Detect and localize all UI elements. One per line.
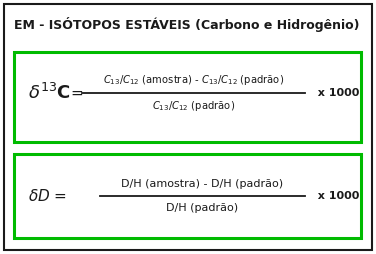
Text: $\delta D$ =: $\delta D$ =: [28, 188, 67, 204]
Text: =: =: [70, 86, 83, 101]
Text: D/H (amostra) - D/H (padrão): D/H (amostra) - D/H (padrão): [121, 179, 284, 189]
Text: $C_{13}/C_{12}$ (padrão): $C_{13}/C_{12}$ (padrão): [152, 99, 235, 113]
Text: EM - ISÓTOPOS ESTÁVEIS (Carbono e Hidrogênio): EM - ISÓTOPOS ESTÁVEIS (Carbono e Hidrog…: [14, 17, 359, 31]
Text: $\delta^{13}\mathbf{C}$: $\delta^{13}\mathbf{C}$: [28, 83, 71, 103]
Bar: [14, 154, 361, 238]
Text: x 1000: x 1000: [310, 191, 359, 201]
Text: D/H (padrão): D/H (padrão): [167, 203, 238, 213]
Text: x 1000: x 1000: [310, 88, 359, 98]
Bar: [14, 52, 361, 142]
Text: $C_{13}/C_{12}$ (amostra) - $C_{13}/C_{12}$ (padrão): $C_{13}/C_{12}$ (amostra) - $C_{13}/C_{1…: [103, 73, 284, 87]
